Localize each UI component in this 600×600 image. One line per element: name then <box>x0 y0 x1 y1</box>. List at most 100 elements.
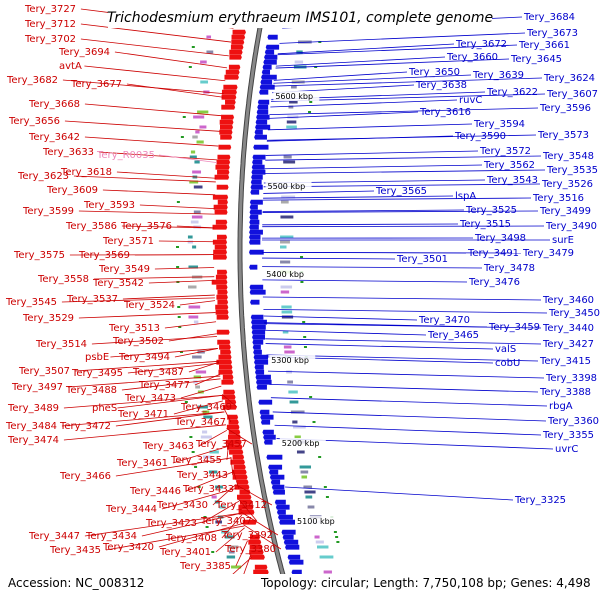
gene-label-right[interactable]: Tery_3638 <box>415 80 467 91</box>
gene-label-right[interactable]: Tery_3525 <box>465 205 517 216</box>
gene-label-right[interactable]: Tery_3594 <box>473 119 525 130</box>
gene-label-left[interactable]: Tery_3507 <box>18 366 70 377</box>
gene-label-left[interactable]: Tery_3682 <box>6 75 58 86</box>
gene-label-left[interactable]: Tery_3473 <box>124 393 176 404</box>
gene-label-right[interactable]: Tery_3572 <box>479 146 531 157</box>
gene-label-left[interactable]: Tery_3471 <box>117 409 169 420</box>
gene-label-left[interactable]: Tery_3694 <box>58 47 110 58</box>
gene-label-left[interactable]: Tery_3642 <box>28 132 80 143</box>
gene-label-left[interactable]: Tery_3444 <box>105 504 157 515</box>
gene-label-right[interactable]: rbgA <box>549 401 573 412</box>
gene-label-left[interactable]: Tery_3712 <box>24 19 76 30</box>
gene-label-left[interactable]: Tery_3385 <box>179 561 231 572</box>
gene-label-left[interactable]: Tery_3423 <box>145 518 197 529</box>
gene-label-left[interactable]: Tery_3412 <box>215 500 267 511</box>
gene-label-right[interactable]: Tery_3476 <box>468 277 520 288</box>
gene-label-right[interactable]: Tery_3590 <box>454 131 506 142</box>
gene-label-left[interactable]: Tery_3571 <box>102 236 154 247</box>
gene-label-left[interactable]: avtA <box>59 61 82 72</box>
gene-label-right[interactable]: Tery_3562 <box>483 160 535 171</box>
gene-label-right[interactable]: Tery_3491 <box>467 248 519 259</box>
gene-label-left[interactable]: Tery_3618 <box>60 167 112 178</box>
gene-label-left[interactable]: Tery_3472 <box>59 421 111 432</box>
gene-label-left[interactable]: Tery_3514 <box>35 339 87 350</box>
gene-label-left[interactable]: Tery_3576 <box>120 221 172 232</box>
gene-label-left[interactable]: Tery_3408 <box>165 533 217 544</box>
gene-label-left[interactable]: Tery_3558 <box>37 274 89 285</box>
gene-label-left[interactable]: Tery_3495 <box>71 368 123 379</box>
gene-label-right[interactable]: Tery_3498 <box>474 233 526 244</box>
gene-label-right[interactable]: Tery_3459 <box>488 322 540 333</box>
gene-label-right[interactable]: Tery_3616 <box>419 107 471 118</box>
gene-label-left[interactable]: Tery_3545 <box>5 297 57 308</box>
gene-label-right[interactable]: surE <box>552 235 574 246</box>
gene-label-right[interactable]: Tery_3470 <box>418 315 470 326</box>
gene-label-left[interactable]: Tery_3668 <box>28 99 80 110</box>
gene-label-right[interactable]: Tery_3440 <box>542 323 594 334</box>
gene-label-right[interactable]: Tery_3650 <box>408 67 460 78</box>
gene-label-right[interactable]: Tery_3465 <box>427 330 479 341</box>
gene-label-left[interactable]: Tery_3569 <box>78 250 130 261</box>
gene-label-left[interactable]: Tery_3623 <box>17 171 69 182</box>
gene-label-left[interactable]: Tery_3392 <box>221 530 273 541</box>
gene-label-right[interactable]: Tery_3478 <box>483 263 535 274</box>
gene-label-right[interactable]: Tery_3684 <box>523 12 575 23</box>
gene-label-right[interactable]: Tery_3535 <box>546 165 598 176</box>
gene-label-right[interactable]: Tery_3360 <box>547 416 599 427</box>
gene-label-right[interactable]: Tery_3673 <box>526 28 578 39</box>
gene-label-right[interactable]: Tery_3355 <box>542 430 594 441</box>
gene-label-right[interactable]: Tery_3607 <box>546 89 598 100</box>
gene-label-left[interactable]: Tery_3434 <box>85 531 137 542</box>
gene-label-right[interactable]: Tery_3479 <box>522 248 574 259</box>
gene-label-right[interactable]: Tery_3622 <box>486 87 538 98</box>
gene-label-left[interactable]: Tery_3502 <box>112 336 164 347</box>
gene-label-left[interactable]: Tery_3702 <box>24 34 76 45</box>
gene-label-left[interactable]: Tery_3537 <box>66 294 118 305</box>
gene-label-left[interactable]: Tery_3443 <box>176 470 228 481</box>
gene-label-right[interactable]: Tery_3573 <box>537 130 589 141</box>
gene-label-right[interactable]: Tery_3388 <box>539 387 591 398</box>
gene-label-left[interactable]: Tery_3586 <box>65 221 117 232</box>
gene-label-right[interactable]: Tery_3325 <box>514 495 566 506</box>
gene-label-left[interactable]: Tery_R0035 <box>96 150 155 161</box>
gene-label-right[interactable]: lspA <box>455 191 476 202</box>
gene-label-right[interactable]: Tery_3526 <box>541 179 593 190</box>
gene-label-left[interactable]: Tery_3430 <box>156 500 208 511</box>
gene-label-left[interactable]: Tery_3487 <box>132 367 184 378</box>
gene-label-left[interactable]: Tery_3466 <box>59 471 111 482</box>
gene-label-left[interactable]: Tery_3446 <box>129 486 181 497</box>
gene-label-right[interactable]: Tery_3501 <box>396 254 448 265</box>
gene-label-left[interactable]: Tery_3656 <box>8 116 60 127</box>
gene-label-left[interactable]: Tery_3401 <box>159 547 211 558</box>
gene-label-left[interactable]: psbE <box>85 352 109 363</box>
gene-label-right[interactable]: valS <box>495 344 516 355</box>
gene-label-left[interactable]: Tery_3457 <box>195 439 247 450</box>
gene-label-left[interactable]: Tery_3463 <box>142 441 194 452</box>
gene-label-right[interactable]: Tery_3398 <box>545 373 597 384</box>
gene-label-right[interactable]: Tery_3450 <box>548 308 600 319</box>
gene-label-right[interactable]: Tery_3516 <box>532 193 584 204</box>
gene-label-right[interactable]: Tery_3639 <box>472 70 524 81</box>
gene-label-left[interactable]: Tery_3489 <box>7 403 59 414</box>
gene-label-left[interactable]: Tery_3407 <box>200 516 252 527</box>
gene-label-left[interactable]: Tery_3435 <box>49 545 101 556</box>
gene-label-right[interactable]: Tery_3515 <box>459 219 511 230</box>
gene-label-left[interactable]: Tery_3497 <box>11 382 63 393</box>
gene-label-right[interactable]: Tery_3548 <box>542 151 594 162</box>
gene-label-right[interactable]: Tery_3661 <box>518 40 570 51</box>
gene-label-left[interactable]: Tery_3575 <box>13 250 65 261</box>
gene-label-right[interactable]: Tery_3490 <box>545 221 597 232</box>
gene-label-right[interactable]: cobU <box>495 358 520 369</box>
gene-label-left[interactable]: Tery_3524 <box>123 300 175 311</box>
gene-label-left[interactable]: pheS <box>92 403 117 414</box>
gene-label-right[interactable]: Tery_3672 <box>455 39 507 50</box>
gene-label-right[interactable]: Tery_3460 <box>542 295 594 306</box>
gene-label-left[interactable]: Tery_3447 <box>28 531 80 542</box>
gene-label-left[interactable]: Tery_3420 <box>102 542 154 553</box>
gene-label-left[interactable]: Tery_3494 <box>118 352 170 363</box>
gene-label-right[interactable]: Tery_3596 <box>539 103 591 114</box>
gene-label-left[interactable]: Tery_3461 <box>116 458 168 469</box>
gene-label-left[interactable]: Tery_3593 <box>83 200 135 211</box>
gene-label-left[interactable]: Tery_3484 <box>5 421 57 432</box>
gene-label-left[interactable]: Tery_3609 <box>46 185 98 196</box>
